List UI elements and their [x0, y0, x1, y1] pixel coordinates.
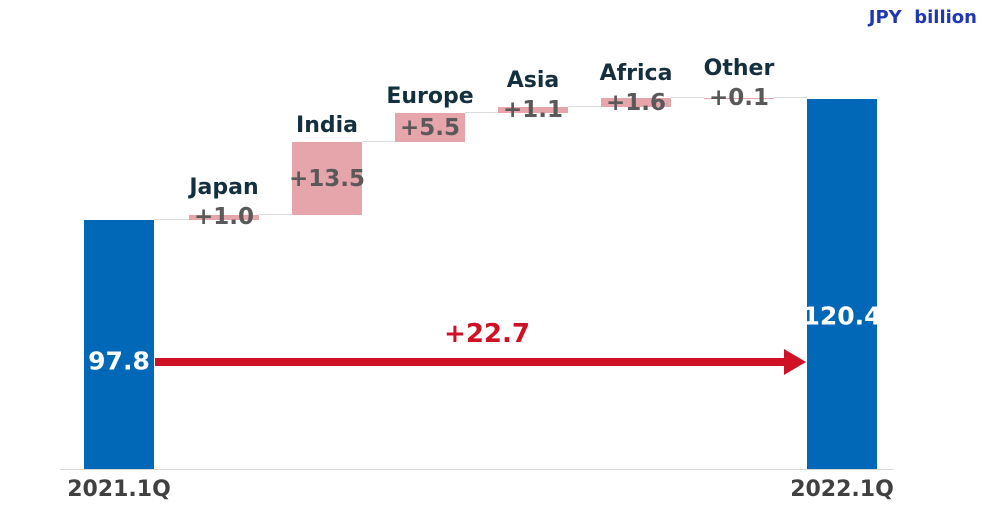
step-bar-asia — [498, 107, 568, 113]
connector-line — [362, 141, 395, 143]
step-bar-other — [704, 97, 774, 99]
step-value-africa: +1.6 — [605, 89, 667, 116]
step-bar-india — [292, 142, 362, 215]
bar-value-2022-1q: 120.4 — [802, 301, 882, 331]
step-value-asia: +1.1 — [502, 96, 564, 123]
bar-value-2021-1q: 97.8 — [88, 346, 150, 376]
x-axis-line — [60, 469, 893, 470]
unit-label: JPY billion — [868, 7, 977, 28]
connector-line — [774, 96, 807, 98]
step-name-india: India — [296, 113, 358, 139]
step-name-other: Other — [703, 56, 775, 82]
step-value-india: +13.5 — [288, 165, 366, 192]
step-bar-africa — [601, 98, 671, 108]
connector-line — [465, 111, 498, 113]
step-bar-europe — [395, 112, 465, 143]
total-change-arrow-line — [155, 358, 784, 366]
connector-line — [568, 106, 601, 108]
step-bar-japan — [189, 214, 259, 220]
step-value-europe: +5.5 — [399, 114, 461, 141]
step-value-other: +0.1 — [708, 85, 770, 112]
step-name-europe: Europe — [386, 83, 474, 109]
step-name-japan: Japan — [189, 175, 259, 201]
axis-label-2022-1q: 2022.1Q — [790, 477, 894, 502]
total-change-arrow-head — [784, 349, 806, 375]
step-value-japan: +1.0 — [193, 204, 255, 231]
bar-2021-1q — [84, 220, 154, 470]
step-name-africa: Africa — [599, 60, 673, 86]
connector-line — [154, 219, 189, 220]
connector-line — [259, 213, 292, 215]
total-change-label: +22.7 — [444, 319, 530, 349]
step-name-asia: Asia — [506, 67, 560, 93]
connector-line — [671, 97, 704, 99]
bar-2022-1q — [807, 98, 877, 470]
axis-label-2021-1q: 2021.1Q — [67, 477, 171, 502]
